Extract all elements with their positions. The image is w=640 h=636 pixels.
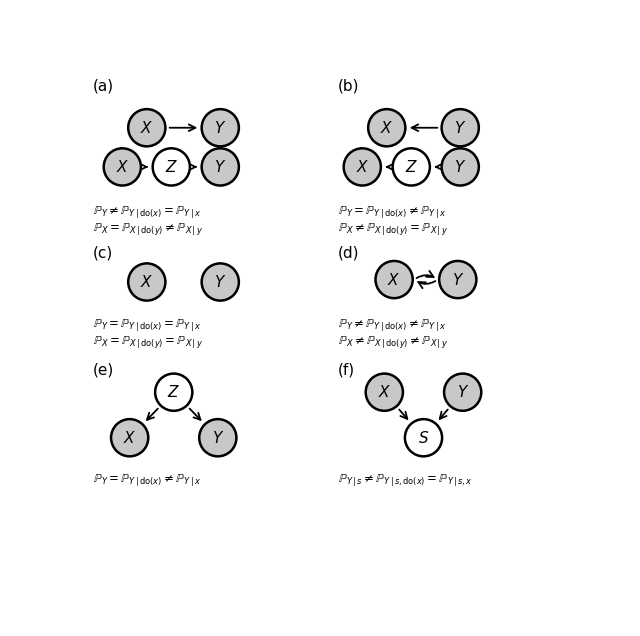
Text: (c): (c) <box>93 245 113 260</box>
Circle shape <box>202 109 239 146</box>
Text: $\mathit{Y}$: $\mathit{Y}$ <box>212 430 224 446</box>
Text: (d): (d) <box>338 245 359 260</box>
Text: $\mathit{X}$: $\mathit{X}$ <box>123 430 136 446</box>
Text: $\mathbb{P}_X = \mathbb{P}_{X\,|\,\mathrm{do}(y)} \neq \mathbb{P}_{X\,|\,y}$: $\mathbb{P}_X = \mathbb{P}_{X\,|\,\mathr… <box>93 221 203 237</box>
Text: $\mathit{X}$: $\mathit{X}$ <box>116 159 129 175</box>
Text: $\mathbb{P}_Y = \mathbb{P}_{Y\,|\,\mathrm{do}(x)} \neq \mathbb{P}_{Y\,|\,x}$: $\mathbb{P}_Y = \mathbb{P}_{Y\,|\,\mathr… <box>93 472 201 488</box>
Circle shape <box>153 148 190 186</box>
Text: (f): (f) <box>338 363 355 378</box>
Circle shape <box>365 373 403 411</box>
Circle shape <box>376 261 413 298</box>
Circle shape <box>442 148 479 186</box>
Circle shape <box>199 419 236 457</box>
Circle shape <box>442 109 479 146</box>
Text: $\mathit{Y}$: $\mathit{Y}$ <box>454 120 467 135</box>
Text: $\mathbb{P}_X \neq \mathbb{P}_{X\,|\,\mathrm{do}(y)} \neq \mathbb{P}_{X\,|\,y}$: $\mathbb{P}_X \neq \mathbb{P}_{X\,|\,\ma… <box>338 335 448 350</box>
Circle shape <box>128 263 165 301</box>
Text: $\mathit{X}$: $\mathit{X}$ <box>380 120 394 135</box>
Text: $\mathbb{P}_Y \neq \mathbb{P}_{Y\,|\,\mathrm{do}(x)} = \mathbb{P}_{Y\,|\,x}$: $\mathbb{P}_Y \neq \mathbb{P}_{Y\,|\,\ma… <box>93 204 201 219</box>
Circle shape <box>202 263 239 301</box>
Text: $\mathit{Y}$: $\mathit{Y}$ <box>454 159 467 175</box>
Circle shape <box>202 148 239 186</box>
Text: $\mathit{X}$: $\mathit{X}$ <box>140 274 154 290</box>
Text: $\mathit{X}$: $\mathit{X}$ <box>387 272 401 287</box>
Circle shape <box>444 373 481 411</box>
Text: $\mathbb{P}_{Y\,|\,s} \neq \mathbb{P}_{Y\,|\,s,\mathrm{do}(x)} = \mathbb{P}_{Y\,: $\mathbb{P}_{Y\,|\,s} \neq \mathbb{P}_{Y… <box>338 472 473 488</box>
Circle shape <box>405 419 442 457</box>
Text: $\mathit{Z}$: $\mathit{Z}$ <box>404 159 418 175</box>
Text: $\mathbb{P}_X = \mathbb{P}_{X\,|\,\mathrm{do}(y)} = \mathbb{P}_{X\,|\,y}$: $\mathbb{P}_X = \mathbb{P}_{X\,|\,\mathr… <box>93 335 203 350</box>
Text: $\mathit{Y}$: $\mathit{Y}$ <box>452 272 464 287</box>
Circle shape <box>111 419 148 457</box>
Text: $\mathbb{P}_Y \neq \mathbb{P}_{Y\,|\,\mathrm{do}(x)} \neq \mathbb{P}_{Y\,|\,x}$: $\mathbb{P}_Y \neq \mathbb{P}_{Y\,|\,\ma… <box>338 317 446 333</box>
Circle shape <box>155 373 193 411</box>
Text: (e): (e) <box>93 363 114 378</box>
Text: $\mathit{Y}$: $\mathit{Y}$ <box>214 159 227 175</box>
Text: $\mathit{X}$: $\mathit{X}$ <box>378 384 391 400</box>
Text: $\mathbb{P}_Y = \mathbb{P}_{Y\,|\,\mathrm{do}(x)} \neq \mathbb{P}_{Y\,|\,x}$: $\mathbb{P}_Y = \mathbb{P}_{Y\,|\,\mathr… <box>338 204 446 219</box>
Text: $\mathit{X}$: $\mathit{X}$ <box>356 159 369 175</box>
Text: $\mathit{Y}$: $\mathit{Y}$ <box>214 120 227 135</box>
Text: $\mathit{Y}$: $\mathit{Y}$ <box>214 274 227 290</box>
Text: $\mathit{Y}$: $\mathit{Y}$ <box>456 384 469 400</box>
Text: $\mathit{Z}$: $\mathit{Z}$ <box>167 384 180 400</box>
Text: $\mathbb{P}_Y = \mathbb{P}_{Y\,|\,\mathrm{do}(x)} = \mathbb{P}_{Y\,|\,x}$: $\mathbb{P}_Y = \mathbb{P}_{Y\,|\,\mathr… <box>93 317 201 333</box>
Text: $\mathit{Z}$: $\mathit{Z}$ <box>164 159 178 175</box>
Circle shape <box>368 109 405 146</box>
Circle shape <box>128 109 165 146</box>
Circle shape <box>393 148 430 186</box>
Circle shape <box>344 148 381 186</box>
Circle shape <box>104 148 141 186</box>
Text: $\mathbb{P}_X \neq \mathbb{P}_{X\,|\,\mathrm{do}(y)} = \mathbb{P}_{X\,|\,y}$: $\mathbb{P}_X \neq \mathbb{P}_{X\,|\,\ma… <box>338 221 448 237</box>
Text: (a): (a) <box>93 79 114 93</box>
Text: (b): (b) <box>338 79 359 93</box>
Text: $\mathit{X}$: $\mathit{X}$ <box>140 120 154 135</box>
Circle shape <box>439 261 476 298</box>
Text: $\mathit{S}$: $\mathit{S}$ <box>418 430 429 446</box>
